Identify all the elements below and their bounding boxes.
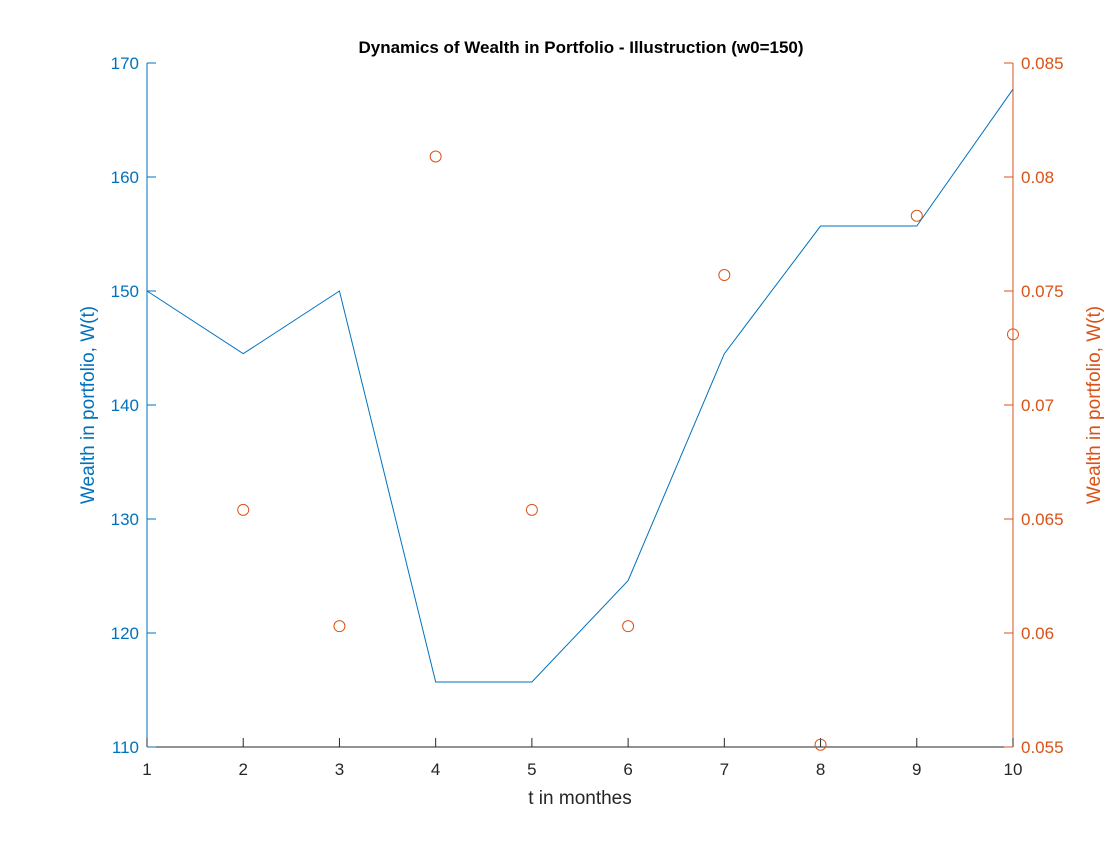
x-tick-label: 4 — [431, 760, 440, 779]
y-tick-label-right: 0.055 — [1021, 738, 1064, 757]
data-point-marker — [622, 620, 635, 633]
data-point-marker — [814, 738, 827, 751]
y-tick-label-right: 0.075 — [1021, 282, 1064, 301]
x-tick-label: 3 — [335, 760, 344, 779]
x-tick-label: 1 — [142, 760, 151, 779]
x-tick-label: 2 — [238, 760, 247, 779]
data-point-marker — [333, 620, 346, 633]
series-line-wealth — [146, 88, 1014, 683]
data-point-marker — [910, 209, 923, 222]
x-tick-label: 7 — [720, 760, 729, 779]
data-point-marker — [718, 269, 731, 282]
x-tick-label: 10 — [1004, 760, 1023, 779]
x-tick-label: 6 — [623, 760, 632, 779]
x-tick-label: 9 — [912, 760, 921, 779]
axes: 1 2 3 4 5 6 7 8 9 10 110 120 130 140 150 160 170 0.055 0.0… — [111, 54, 1064, 779]
data-point-marker — [525, 503, 538, 516]
y-tick-label-left: 120 — [111, 624, 139, 643]
y-tick-label-right: 0.07 — [1021, 396, 1054, 415]
y-tick-label-left: 130 — [111, 510, 139, 529]
data-point-marker — [237, 503, 250, 516]
y-tick-label-right: 0.085 — [1021, 54, 1064, 73]
y-tick-label-left: 140 — [111, 396, 139, 415]
plot-area — [146, 88, 1019, 751]
x-tick-label: 5 — [527, 760, 536, 779]
y-axis-label-right: Wealth in portfolio, W(t) — [1084, 306, 1105, 504]
y-tick-label-right: 0.06 — [1021, 624, 1054, 643]
y-tick-label-left: 160 — [111, 168, 139, 187]
y-axis-label-left: Wealth in portfolio, W(t) — [78, 306, 99, 504]
x-axis-label: t in monthes — [528, 788, 632, 809]
data-point-marker — [1007, 328, 1019, 341]
y-tick-label-right: 0.065 — [1021, 510, 1064, 529]
y-tick-label-left: 170 — [111, 54, 139, 73]
y-tick-label-left: 150 — [111, 282, 139, 301]
data-point-marker — [429, 150, 442, 163]
chart-title: Dynamics of Wealth in Portfolio - Illust… — [358, 38, 803, 57]
y-tick-label-right: 0.08 — [1021, 168, 1054, 187]
y-tick-label-left: 110 — [112, 738, 139, 757]
x-tick-label: 8 — [816, 760, 825, 779]
